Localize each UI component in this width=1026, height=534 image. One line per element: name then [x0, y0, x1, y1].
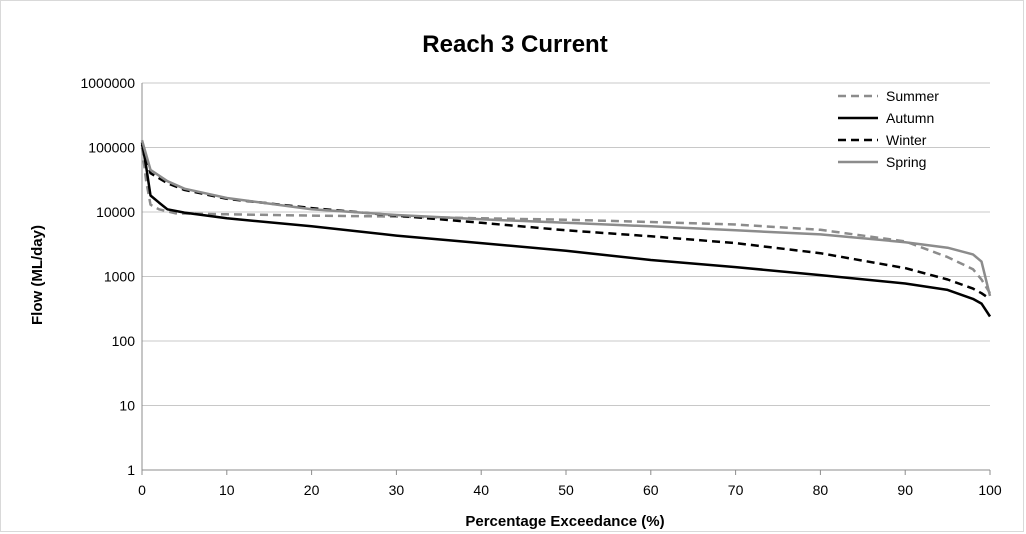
y-tick-label: 1000000 — [80, 75, 135, 91]
legend-label-spring: Spring — [886, 154, 926, 170]
chart-title: Reach 3 Current — [422, 31, 607, 58]
x-tick-label: 0 — [138, 482, 146, 498]
x-tick-label: 70 — [728, 482, 744, 498]
series-line-spring — [140, 139, 992, 297]
x-tick-label: 30 — [389, 482, 405, 498]
y-tick-labels: 1 10 100 1000 10000 100000 1000000 — [80, 75, 135, 478]
x-tick-label: 40 — [473, 482, 489, 498]
series-line-summer — [140, 147, 992, 294]
x-tick-label: 20 — [304, 482, 320, 498]
legend: Summer Autumn Winter Spring — [838, 88, 939, 170]
series-line-winter — [140, 144, 991, 300]
y-tick-label: 1000 — [104, 269, 135, 285]
series-line-autumn — [140, 142, 992, 318]
legend-label-autumn: Autumn — [886, 110, 934, 126]
legend-label-summer: Summer — [886, 88, 939, 104]
x-tick-labels: 0 10 20 30 40 50 60 70 80 90 100 — [138, 482, 1002, 498]
gridlines — [142, 82, 990, 406]
y-tick-label: 100000 — [88, 140, 135, 156]
x-tick-label: 10 — [219, 482, 235, 498]
y-tick-label: 10000 — [96, 204, 135, 220]
x-axis-title: Percentage Exceedance (%) — [465, 513, 664, 530]
x-tick-label: 100 — [978, 482, 1002, 498]
y-tick-label: 10 — [119, 398, 135, 414]
y-tick-label: 100 — [112, 333, 136, 349]
x-tick-label: 50 — [558, 482, 574, 498]
legend-label-winter: Winter — [886, 132, 927, 148]
x-tick-label: 80 — [813, 482, 829, 498]
y-tick-label: 1 — [127, 462, 135, 478]
x-tick-label: 60 — [643, 482, 659, 498]
y-axis-title: Flow (ML/day) — [29, 225, 46, 325]
series-lines — [140, 139, 992, 318]
x-tick-label: 90 — [897, 482, 913, 498]
